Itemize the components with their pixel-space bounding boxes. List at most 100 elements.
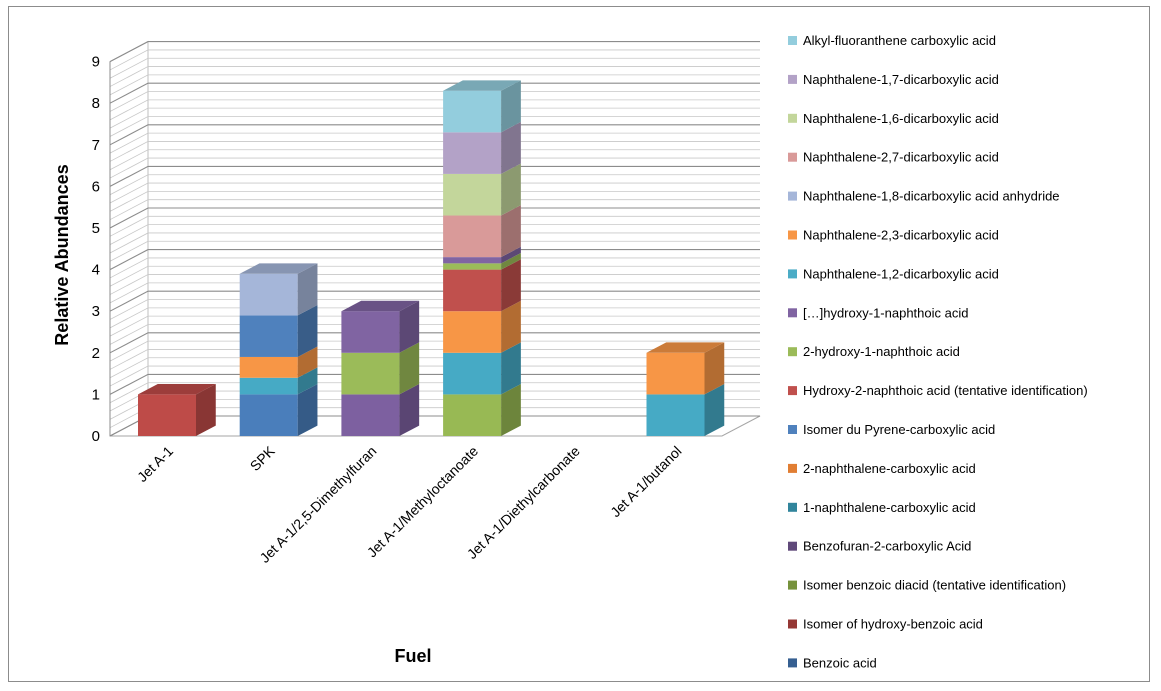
bar-segment	[443, 300, 521, 353]
minor-gridline	[109, 57, 760, 79]
bar-segment	[443, 205, 521, 258]
minor-gridline	[109, 307, 760, 329]
legend-swatch	[788, 269, 797, 279]
y-tick-label: 2	[92, 345, 100, 362]
minor-gridline	[109, 49, 760, 71]
legend-label: Hydroxy-2-naphthoic acid (tentative iden…	[803, 383, 1088, 398]
minor-gridline	[109, 149, 760, 171]
y-tick-label: 3	[92, 303, 100, 320]
legend-label: […]hydroxy-1-naphthoic acid	[803, 305, 968, 320]
minor-gridline	[109, 240, 760, 262]
legend-swatch	[788, 658, 797, 668]
minor-gridline	[109, 232, 760, 254]
y-tick-label: 7	[92, 137, 100, 154]
legend-swatch	[788, 230, 797, 240]
legend-swatch	[788, 386, 797, 396]
legend-item: Naphthalene-1,2-dicarboxylic acid	[788, 266, 999, 281]
y-axis-title: Relative Abundances	[52, 164, 72, 345]
legend-swatch	[788, 308, 797, 318]
bar-front	[138, 394, 196, 436]
bar-side	[501, 342, 521, 395]
legend-swatch	[788, 152, 797, 162]
x-tick-label: Jet A-1	[134, 443, 176, 485]
bar-top	[443, 80, 521, 91]
bar-side	[704, 384, 725, 436]
bar-side	[399, 342, 420, 395]
x-tick-label: SPK	[247, 442, 279, 474]
bar-front	[443, 215, 502, 258]
minor-gridline	[109, 199, 760, 221]
bar-side	[196, 384, 216, 436]
minor-gridline	[109, 157, 760, 179]
legend-item: Isomer benzoic diacid (tentative identif…	[788, 578, 1066, 593]
bar-front	[443, 132, 502, 174]
minor-gridline	[109, 91, 760, 112]
legend-label: Naphthalene-1,6-dicarboxylic acid	[803, 111, 999, 126]
legend-label: Naphthalene-1,8-dicarboxylic acid anhydr…	[803, 189, 1060, 204]
minor-gridline	[109, 274, 760, 295]
legend-item: Hydroxy-2-naphthoic acid (tentative iden…	[788, 383, 1088, 398]
minor-gridline	[109, 340, 760, 362]
legend-label: Benzoic acid	[803, 655, 877, 670]
legend-swatch	[788, 580, 797, 590]
legend-label: 2-hydroxy-1-naphthoic acid	[803, 344, 960, 359]
legend-label: 2-naphthalene-carboxylic acid	[803, 461, 976, 476]
bar-side	[297, 346, 318, 378]
minor-gridline	[109, 141, 760, 162]
bar-top	[239, 263, 318, 274]
bar-segment	[239, 384, 318, 436]
legend-item: Benzofuran-2-carboxylic Acid	[788, 539, 971, 554]
bars	[138, 80, 725, 436]
bar-front	[443, 394, 502, 436]
x-tick-label: Jet A-1/butanol	[607, 443, 684, 520]
minor-gridline	[109, 257, 760, 279]
bar-segment	[341, 300, 420, 353]
y-tick-label: 1	[92, 386, 100, 403]
chart-frame	[8, 6, 1150, 682]
bar-side	[501, 163, 521, 216]
minor-gridline	[109, 349, 760, 370]
minor-gridline	[109, 324, 760, 345]
bar-top	[646, 342, 725, 353]
legend-item: Naphthalene-2,7-dicarboxylic acid	[788, 150, 999, 165]
bar-front	[646, 352, 705, 395]
legend-swatch	[788, 191, 797, 201]
bar-side	[297, 263, 318, 316]
bar-front	[443, 311, 502, 353]
minor-gridline	[109, 116, 760, 137]
bar-side	[501, 246, 521, 264]
bar-segment	[341, 342, 420, 395]
bar-segment	[646, 342, 725, 395]
legend-item: Naphthalene-2,3-dicarboxylic acid	[788, 228, 999, 243]
legend-swatch	[788, 113, 797, 123]
x-tick-label: Jet A-1/Methyloctanoate	[364, 443, 482, 561]
minor-gridline	[109, 365, 760, 387]
y-tick-label: 6	[92, 178, 100, 195]
bar-side	[501, 80, 521, 133]
minor-gridline	[109, 74, 760, 96]
minor-gridline	[109, 66, 760, 87]
major-gridline	[109, 332, 760, 354]
legend-swatch	[788, 74, 797, 84]
legend-label: Isomer benzoic diacid (tentative identif…	[803, 578, 1066, 593]
bar-front	[443, 257, 502, 264]
legend: Alkyl-fluoranthene carboxylic acid Naphth…	[788, 33, 1088, 670]
major-gridline	[109, 373, 760, 395]
bar-side	[501, 121, 521, 174]
minor-gridline	[109, 282, 760, 304]
bar-front	[239, 273, 298, 316]
minor-gridline	[109, 174, 760, 196]
bar-front	[239, 315, 298, 357]
y-tick-label: 5	[92, 220, 100, 237]
legend-label: Naphthalene-2,3-dicarboxylic acid	[803, 228, 999, 243]
legend-label: Naphthalene-2,7-dicarboxylic acid	[803, 150, 999, 165]
legend-label: Isomer du Pyrene-carboxylic acid	[803, 422, 995, 437]
bar-front	[443, 269, 502, 312]
bar-front	[341, 352, 400, 395]
x-tick-label: Jet A-1/Diethylcarbonate	[464, 443, 583, 562]
bar-segment	[443, 121, 521, 174]
legend-item: 1-naphthalene-carboxylic acid	[788, 500, 976, 515]
major-gridline	[109, 207, 760, 229]
bar-segment	[646, 384, 725, 436]
